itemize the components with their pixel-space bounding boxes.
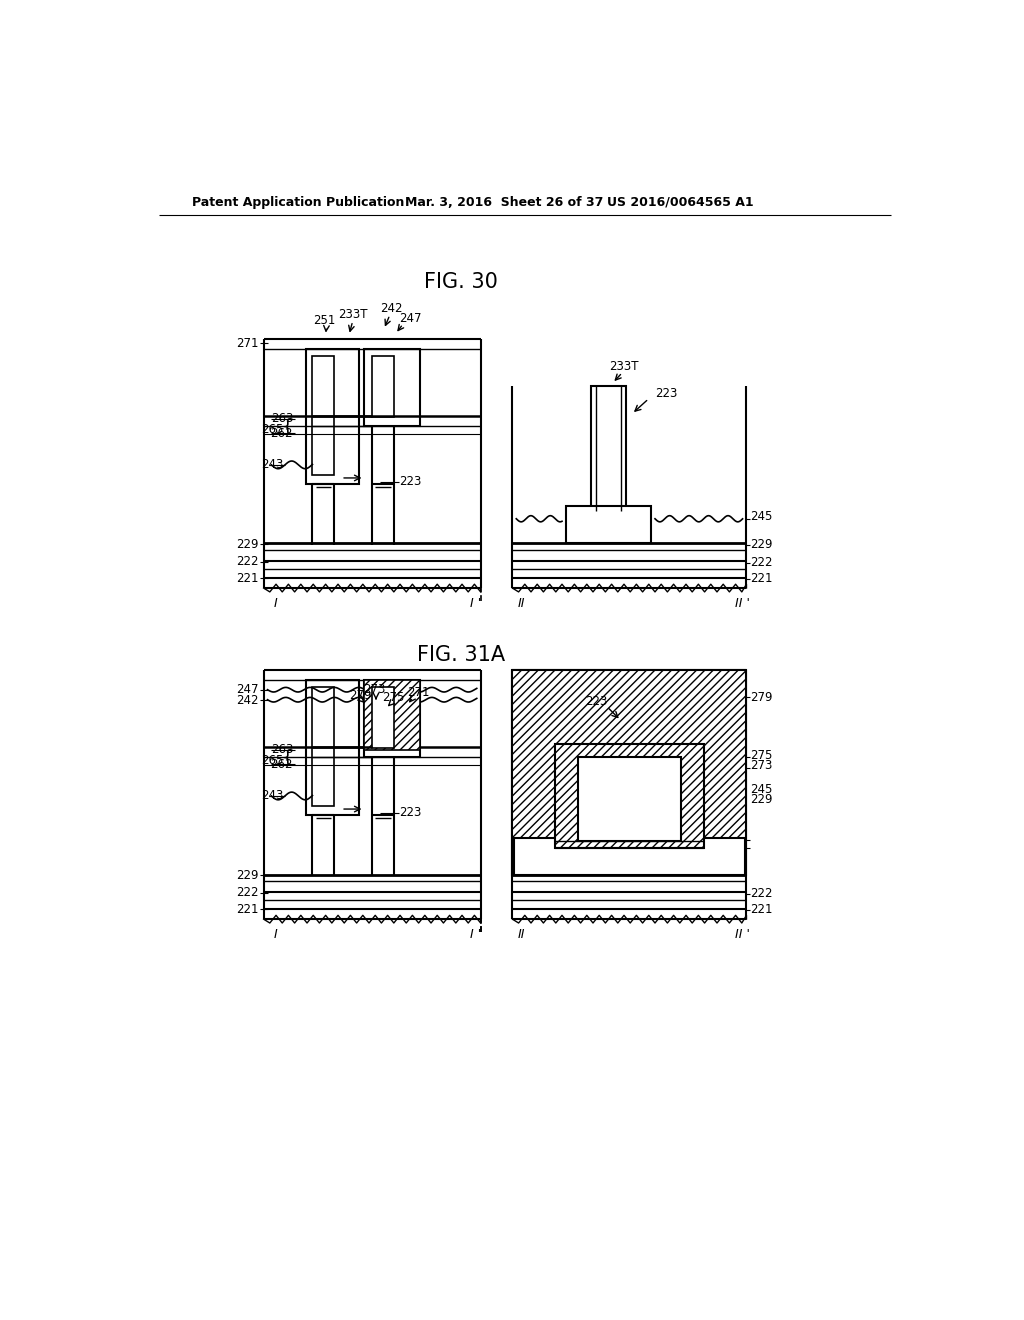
Bar bbox=[555, 743, 703, 847]
Text: 221: 221 bbox=[751, 573, 773, 585]
Text: 247: 247 bbox=[399, 312, 422, 325]
Text: I: I bbox=[273, 597, 278, 610]
Text: I ': I ' bbox=[470, 597, 480, 610]
Text: 243: 243 bbox=[261, 458, 283, 471]
Text: 222: 222 bbox=[751, 556, 773, 569]
Text: FIG. 30: FIG. 30 bbox=[424, 272, 499, 292]
Bar bbox=[312, 686, 334, 807]
Text: 221: 221 bbox=[751, 903, 773, 916]
Text: I ': I ' bbox=[470, 928, 480, 941]
Text: 222: 222 bbox=[236, 556, 258, 569]
Text: US 2016/0064565 A1: US 2016/0064565 A1 bbox=[607, 195, 754, 209]
Text: 229: 229 bbox=[236, 869, 258, 882]
Text: 221: 221 bbox=[236, 572, 258, 585]
Text: 222: 222 bbox=[236, 887, 258, 899]
Bar bbox=[512, 671, 746, 874]
Text: II ': II ' bbox=[735, 597, 750, 610]
Text: {: { bbox=[282, 748, 293, 767]
Text: Mar. 3, 2016  Sheet 26 of 37: Mar. 3, 2016 Sheet 26 of 37 bbox=[406, 195, 604, 209]
Text: II: II bbox=[518, 597, 525, 610]
Bar bbox=[365, 681, 420, 758]
Text: 222: 222 bbox=[751, 887, 773, 900]
Text: 271: 271 bbox=[408, 685, 430, 698]
Bar bbox=[306, 350, 359, 484]
Text: 275: 275 bbox=[751, 748, 773, 762]
Text: 279: 279 bbox=[751, 690, 773, 704]
Text: {: { bbox=[282, 417, 293, 436]
Text: 229: 229 bbox=[751, 539, 773, 552]
Text: 233T: 233T bbox=[609, 360, 639, 372]
Text: 223: 223 bbox=[655, 387, 677, 400]
Text: 245: 245 bbox=[751, 510, 773, 523]
Text: Patent Application Publication: Patent Application Publication bbox=[191, 195, 403, 209]
Text: 273: 273 bbox=[751, 759, 773, 772]
Text: 223: 223 bbox=[399, 807, 422, 820]
Text: 262: 262 bbox=[270, 426, 293, 440]
Text: 265: 265 bbox=[261, 754, 283, 767]
Text: 233T: 233T bbox=[338, 308, 368, 321]
Text: 275: 275 bbox=[382, 690, 404, 704]
Text: 242: 242 bbox=[380, 302, 402, 315]
Bar bbox=[372, 355, 394, 417]
Text: 245: 245 bbox=[751, 783, 773, 796]
Text: II: II bbox=[518, 928, 525, 941]
Text: I: I bbox=[273, 928, 278, 941]
Bar bbox=[306, 681, 359, 816]
Bar bbox=[579, 758, 681, 841]
Bar bbox=[365, 350, 420, 426]
Text: 221: 221 bbox=[236, 903, 258, 916]
Text: 263: 263 bbox=[270, 412, 293, 425]
Text: 243: 243 bbox=[261, 789, 283, 803]
Bar bbox=[365, 681, 420, 750]
Text: 251: 251 bbox=[313, 314, 335, 326]
Bar bbox=[372, 686, 394, 748]
Text: FIG. 31A: FIG. 31A bbox=[417, 645, 505, 665]
Text: 263: 263 bbox=[270, 743, 293, 756]
Text: 271: 271 bbox=[236, 337, 258, 350]
Text: 279: 279 bbox=[349, 689, 372, 702]
Bar bbox=[592, 385, 626, 544]
Text: 229: 229 bbox=[236, 537, 258, 550]
Text: 247: 247 bbox=[236, 684, 258, 696]
Bar bbox=[566, 507, 651, 544]
Text: 265: 265 bbox=[261, 422, 283, 436]
Bar bbox=[514, 837, 744, 874]
Text: 262: 262 bbox=[270, 758, 293, 771]
Text: 223: 223 bbox=[399, 475, 422, 488]
Text: II ': II ' bbox=[735, 928, 750, 941]
Text: 242: 242 bbox=[236, 694, 258, 708]
Text: 273: 273 bbox=[364, 684, 386, 696]
Bar bbox=[312, 355, 334, 475]
Text: 223: 223 bbox=[585, 694, 607, 708]
Text: 229: 229 bbox=[751, 792, 773, 805]
